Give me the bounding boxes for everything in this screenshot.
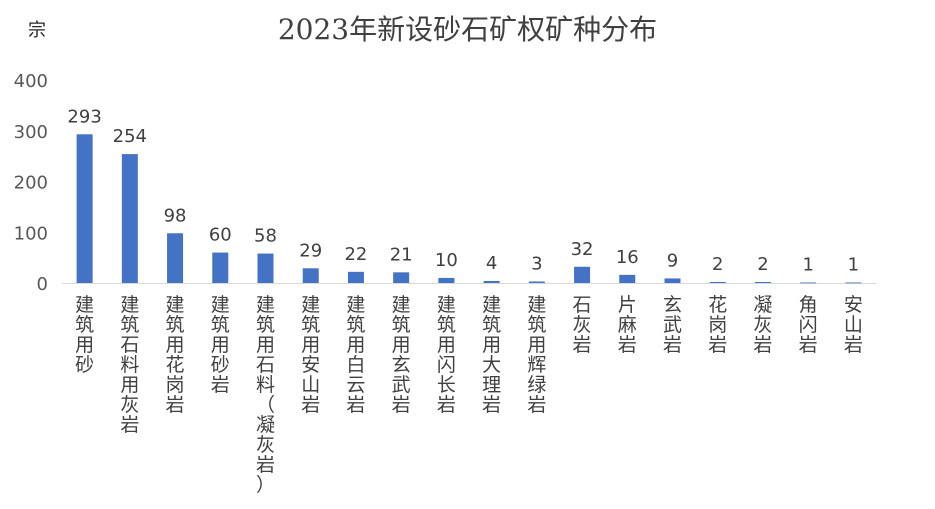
- data-label: 3: [531, 253, 542, 274]
- data-label: 254: [113, 126, 147, 147]
- bar: [167, 233, 184, 283]
- y-tick-label: 400: [14, 71, 48, 92]
- category-label: 建筑用砂: [75, 294, 94, 376]
- chart-title: 2023年新设砂石矿权矿种分布: [277, 13, 658, 46]
- bar: [393, 272, 410, 283]
- bar: [574, 266, 591, 283]
- bar: [121, 154, 138, 283]
- data-label: 16: [616, 247, 639, 268]
- data-label: 98: [164, 205, 187, 226]
- bar: [800, 282, 817, 284]
- category-label: 片麻岩: [618, 294, 637, 356]
- y-tick-label: 300: [14, 122, 48, 143]
- y-tick-label: 100: [14, 223, 48, 244]
- data-label: 2: [757, 254, 768, 275]
- data-label: 58: [254, 226, 277, 247]
- y-tick-label: 0: [37, 274, 48, 295]
- category-label: 安山岩: [844, 294, 863, 356]
- category-label: 建筑石料用灰岩: [120, 294, 139, 436]
- category-label: 建筑用白云岩: [346, 294, 365, 416]
- category-label: 建筑用石料（凝灰岩）: [256, 294, 275, 496]
- data-label: 29: [299, 240, 322, 261]
- data-label: 22: [344, 244, 367, 265]
- data-label: 4: [486, 253, 497, 274]
- bar: [709, 281, 726, 283]
- category-label: 石灰岩: [573, 294, 592, 356]
- bar: [619, 274, 636, 283]
- bar: [483, 280, 500, 283]
- category-label: 建筑用辉绿岩: [527, 294, 546, 416]
- category-label: 建筑用花岗岩: [166, 294, 185, 416]
- y-tick-label: 200: [14, 173, 48, 194]
- category-label: 建筑用玄武岩: [392, 294, 411, 416]
- bar: [257, 253, 274, 283]
- category-label: 角闪岩: [799, 294, 818, 356]
- category-label: 玄武岩: [663, 294, 682, 356]
- bar: [76, 134, 93, 283]
- category-label: 凝灰岩: [753, 294, 772, 356]
- bar: [347, 271, 364, 283]
- bar: [438, 277, 455, 283]
- category-label: 建筑用闪长岩: [437, 294, 456, 416]
- bar: [754, 281, 771, 283]
- category-label: 建筑用大理岩: [482, 294, 501, 416]
- data-label: 9: [667, 250, 678, 271]
- category-label: 花岗岩: [708, 294, 727, 356]
- bar: [212, 252, 229, 283]
- category-label: 建筑用安山岩: [301, 294, 320, 416]
- data-label: 32: [571, 239, 594, 260]
- data-label: 293: [67, 106, 101, 127]
- bar: [302, 268, 319, 283]
- data-label: 10: [435, 250, 458, 271]
- bar: [845, 282, 862, 284]
- bar: [664, 278, 681, 283]
- y-axis-label: 宗: [28, 20, 46, 41]
- data-label: 21: [390, 244, 413, 265]
- data-label: 1: [848, 254, 859, 275]
- data-label: 60: [209, 225, 232, 246]
- bar: [528, 281, 545, 283]
- data-label: 1: [802, 254, 813, 275]
- category-label: 建筑用砂岩: [211, 294, 230, 396]
- data-label: 2: [712, 254, 723, 275]
